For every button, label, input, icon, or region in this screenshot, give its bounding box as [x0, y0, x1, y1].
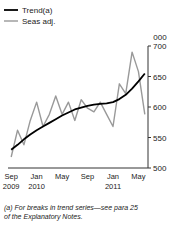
legend: Trend(a) Seas adj.	[4, 6, 55, 26]
year-label: 2009	[3, 182, 20, 191]
y-tick-label: 550	[153, 134, 167, 143]
series-line	[11, 73, 145, 149]
series-line	[11, 52, 145, 157]
legend-swatch	[4, 20, 18, 21]
footnote: (a) For breaks in trend series—see para …	[4, 204, 138, 212]
y-tick	[148, 168, 151, 169]
y-tick	[148, 137, 151, 138]
y-tick-label: 700	[153, 42, 167, 51]
y-tick	[148, 107, 151, 108]
x-tick-label: Sep	[81, 172, 94, 181]
legend-label: Seas adj.	[22, 17, 55, 26]
x-tick-label: Jan	[31, 172, 43, 181]
y-tick	[148, 76, 151, 77]
x-axis	[8, 168, 148, 169]
legend-label: Trend(a)	[22, 6, 53, 15]
year-label: 2011	[105, 182, 121, 191]
y-axis-label: 000	[153, 33, 167, 42]
x-tick-label: May	[131, 172, 145, 181]
plot-area	[11, 52, 145, 157]
y-tick-label: 500	[153, 164, 167, 173]
year-label: 2010	[28, 182, 45, 191]
footnote: of the Explanatory Notes.	[4, 213, 83, 221]
chart: 500 550 600 650 700000 Sep Jan May Sep Jan May 2009…	[0, 0, 181, 231]
legend-swatch	[4, 9, 18, 11]
x-tick-label: Sep	[5, 172, 18, 181]
y-tick	[148, 46, 151, 47]
x-tick-label: May	[55, 172, 69, 181]
y-tick-label: 650	[153, 73, 167, 82]
y-tick-label: 600	[153, 103, 167, 112]
x-tick-label: Jan	[107, 172, 119, 181]
